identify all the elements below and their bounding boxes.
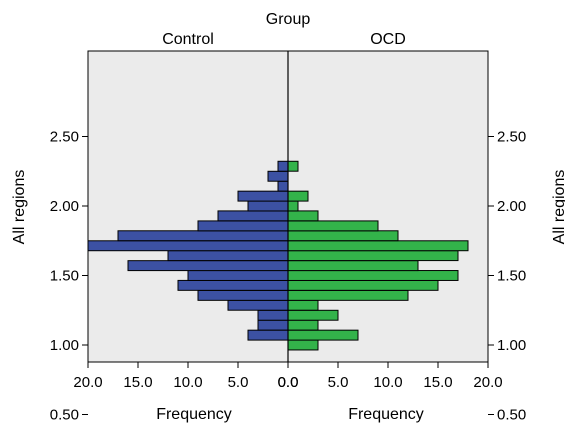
y-tick-label-right: 1.00 xyxy=(497,337,526,354)
bar-control xyxy=(257,319,289,331)
bar-control xyxy=(257,309,289,321)
x-tick-label: 0.0 xyxy=(278,374,299,391)
bar-ocd xyxy=(287,160,299,172)
bar-ocd xyxy=(287,230,399,242)
bar-ocd xyxy=(287,299,319,311)
bar-ocd xyxy=(287,240,469,252)
bar-ocd xyxy=(287,319,319,331)
bar-control xyxy=(87,240,289,252)
bar-ocd xyxy=(287,270,459,281)
bars-group xyxy=(87,160,469,351)
y-tick-label-right: 0.50 xyxy=(497,407,526,424)
y-axis-title-right: All regions xyxy=(551,170,565,245)
bar-control xyxy=(227,299,289,311)
y-tick-label-left: 0.50 xyxy=(50,407,79,424)
y-tick-label-right: 2.00 xyxy=(497,198,526,215)
x-axis-title-right: Frequency xyxy=(348,406,424,423)
bar-control xyxy=(187,270,289,281)
x-tick-label: 15.0 xyxy=(423,374,452,391)
chart-title: Group xyxy=(266,11,311,28)
bar-ocd xyxy=(287,309,339,321)
bar-control xyxy=(277,160,289,172)
x-tick-label: 20.0 xyxy=(473,374,502,391)
panel-label-control: Control xyxy=(162,31,214,48)
bar-control xyxy=(117,230,289,242)
bar-control xyxy=(197,289,289,301)
bar-control xyxy=(237,190,289,202)
bar-control xyxy=(247,200,289,212)
panel-label-ocd: OCD xyxy=(370,31,406,48)
y-axis-title-left: All regions xyxy=(11,170,28,245)
y-tick-label-left: 2.50 xyxy=(50,129,79,146)
x-axis-title-left: Frequency xyxy=(156,406,232,423)
bar-control xyxy=(167,250,289,262)
bar-ocd xyxy=(287,289,409,301)
bar-control xyxy=(177,279,289,291)
y-tick-label-right: 2.50 xyxy=(497,129,526,146)
x-tick-label: 10.0 xyxy=(173,374,202,391)
y-tick-label-right: 1.50 xyxy=(497,268,526,285)
bar-ocd xyxy=(287,329,359,341)
bar-control xyxy=(247,329,289,341)
bar-control xyxy=(197,220,289,232)
y-tick-label-left: 2.00 xyxy=(50,198,79,215)
bar-ocd xyxy=(287,260,419,272)
x-tick-label: 5.0 xyxy=(228,374,249,391)
x-tick-label: 5.0 xyxy=(328,374,349,391)
ticks-group: 0.50 0.50 1.00 1.00 1.50 1.50 2.00 2.00 2.50 2.50… xyxy=(50,129,526,424)
bar-ocd xyxy=(287,210,319,222)
y-tick-label-left: 1.00 xyxy=(50,337,79,354)
x-tick-label: 0.0 xyxy=(278,374,299,391)
bar-control xyxy=(277,180,289,192)
bar-ocd xyxy=(287,220,379,232)
bar-control xyxy=(127,260,289,272)
bar-ocd xyxy=(287,279,439,291)
x-tick-label: 20.0 xyxy=(73,374,102,391)
bar-ocd xyxy=(287,250,459,262)
x-tick-label: 10.0 xyxy=(373,374,402,391)
x-tick-label: 15.0 xyxy=(123,374,152,391)
bar-control xyxy=(217,210,289,222)
bar-ocd xyxy=(287,200,299,212)
bar-control xyxy=(267,170,289,182)
bar-ocd xyxy=(287,339,319,351)
y-tick-label-left: 1.50 xyxy=(50,268,79,285)
bar-ocd xyxy=(287,190,309,202)
